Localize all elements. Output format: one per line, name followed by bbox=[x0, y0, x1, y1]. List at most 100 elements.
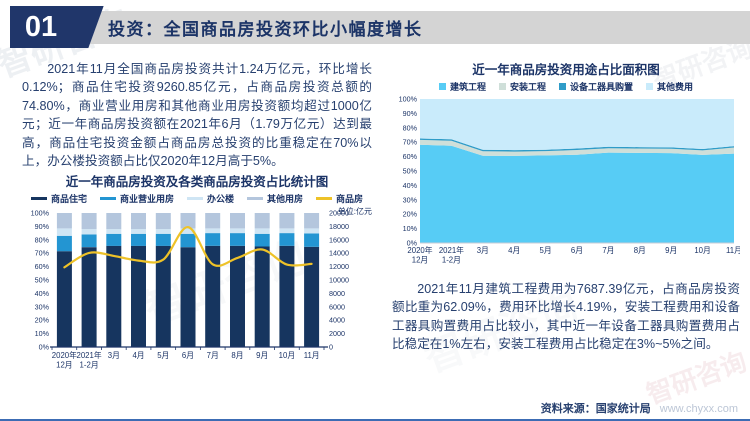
area-band bbox=[420, 138, 734, 152]
svg-text:2000: 2000 bbox=[329, 329, 345, 338]
bar-segment bbox=[230, 213, 245, 229]
svg-text:80%: 80% bbox=[35, 236, 50, 245]
legend-label: 其他用房 bbox=[267, 194, 304, 205]
section-number: 01 bbox=[10, 6, 72, 48]
bar-segment bbox=[56, 251, 72, 348]
legend-swatch bbox=[30, 197, 47, 201]
bar-chart-title: 近一年商品房投资及各类商品房投资占比统计图 bbox=[65, 175, 329, 190]
right-column: 近一年商品房投资用途占比面积图 建筑工程 安装工程 设备工器具购置 其他费用 0% 10… bbox=[392, 62, 740, 354]
svg-text:18000: 18000 bbox=[329, 222, 349, 231]
legend-item-3: 其他用房 bbox=[247, 192, 303, 205]
svg-text:70%: 70% bbox=[35, 249, 50, 258]
svg-text:14000: 14000 bbox=[329, 249, 349, 258]
svg-text:12000: 12000 bbox=[329, 262, 349, 271]
legend-label: 建筑工程 bbox=[449, 82, 486, 92]
area-band bbox=[420, 99, 734, 151]
bar-segment bbox=[81, 247, 97, 348]
bar-chart-canvas: 0% 10% 20% 30% 40% 50% 60% 70% 80% 90% 100% 0 2000 40… bbox=[31, 209, 349, 370]
legend-label: 商品房 bbox=[336, 194, 364, 205]
source-label: 资料来源：国家统计局 bbox=[540, 403, 651, 415]
bar-segment bbox=[279, 233, 295, 247]
commodity-housing-line bbox=[63, 226, 313, 269]
bar-segment bbox=[304, 228, 320, 234]
bar-segment bbox=[56, 228, 72, 237]
section-number-text: 01 bbox=[24, 10, 58, 43]
svg-text:6月: 6月 bbox=[571, 246, 583, 255]
svg-text:9月: 9月 bbox=[665, 246, 677, 255]
legend-item-4: 商品房 bbox=[316, 192, 363, 205]
bar-segment bbox=[56, 236, 72, 252]
svg-text:2020年: 2020年 bbox=[407, 245, 432, 255]
svg-text:16000: 16000 bbox=[329, 236, 349, 245]
svg-text:30%: 30% bbox=[35, 303, 50, 312]
bars-group bbox=[56, 213, 320, 348]
bar-segment bbox=[106, 246, 122, 348]
svg-text:40%: 40% bbox=[403, 181, 418, 190]
bar-segment bbox=[254, 213, 270, 229]
bar-segment bbox=[180, 228, 196, 235]
legend-item-0: 建筑工程 bbox=[438, 80, 486, 93]
svg-text:12月: 12月 bbox=[412, 256, 428, 265]
svg-text:100%: 100% bbox=[399, 95, 418, 104]
legend-swatch bbox=[559, 83, 566, 90]
svg-text:60%: 60% bbox=[35, 262, 50, 271]
legend-label: 其他费用 bbox=[657, 82, 694, 92]
housing-investment-bar-chart: 近一年商品房投资及各类商品房投资占比统计图 商品住宅 商业营业用房 办公楼 其他用房 商… bbox=[22, 174, 372, 381]
legend-item-0: 商品住宅 bbox=[30, 192, 87, 205]
bar-segment bbox=[56, 213, 72, 229]
svg-text:3月: 3月 bbox=[108, 351, 120, 360]
svg-text:2020年: 2020年 bbox=[52, 350, 77, 360]
bar-segment bbox=[131, 246, 146, 348]
svg-text:0: 0 bbox=[329, 343, 333, 352]
source-url-link[interactable]: www.chyxx.com bbox=[659, 403, 738, 415]
bar-segment bbox=[131, 229, 146, 235]
svg-text:8月: 8月 bbox=[634, 246, 646, 255]
svg-text:2021年: 2021年 bbox=[439, 245, 464, 255]
bar-segment bbox=[180, 213, 196, 229]
bottom-accent-line bbox=[0, 419, 750, 421]
investment-summary-paragraph: 2021年11月全国商品房投资共计1.24万亿元，环比增长0.12%；商品住宅投… bbox=[22, 62, 372, 168]
svg-text:90%: 90% bbox=[35, 222, 50, 231]
header-banner: 投资：全国商品房投资环比小幅度增长 bbox=[78, 11, 750, 44]
svg-text:20%: 20% bbox=[35, 316, 50, 325]
bar-segment bbox=[230, 228, 245, 234]
bar-segment bbox=[180, 247, 196, 348]
svg-text:7月: 7月 bbox=[207, 351, 219, 360]
svg-text:10%: 10% bbox=[35, 329, 50, 338]
svg-text:0%: 0% bbox=[407, 239, 418, 248]
bar-segment bbox=[205, 233, 221, 247]
legend-swatch bbox=[646, 83, 654, 90]
legend-label: 商业营业用房 bbox=[119, 194, 174, 205]
data-source: 资料来源：国家统计局 www.chyxx.com bbox=[541, 400, 738, 416]
svg-text:7月: 7月 bbox=[602, 246, 614, 255]
investment-use-area-chart: 近一年商品房投资用途占比面积图 建筑工程 安装工程 设备工器具购置 其他费用 0% 10… bbox=[392, 62, 740, 271]
legend-swatch bbox=[186, 197, 203, 201]
area-chart-title: 近一年商品房投资用途占比面积图 bbox=[472, 63, 660, 77]
svg-text:4月: 4月 bbox=[132, 351, 144, 360]
svg-text:10月: 10月 bbox=[694, 246, 710, 255]
bar-segment bbox=[205, 246, 221, 348]
svg-text:40%: 40% bbox=[35, 289, 50, 298]
svg-text:11月: 11月 bbox=[726, 246, 740, 255]
svg-text:3月: 3月 bbox=[477, 246, 489, 255]
svg-text:11月: 11月 bbox=[304, 351, 320, 360]
bar-segment bbox=[81, 229, 97, 235]
svg-text:9月: 9月 bbox=[256, 351, 268, 360]
legend-swatch bbox=[498, 83, 506, 90]
legend-label: 办公楼 bbox=[206, 194, 234, 205]
svg-text:20000: 20000 bbox=[329, 209, 349, 218]
bar-segment bbox=[106, 213, 122, 230]
svg-text:10000: 10000 bbox=[329, 276, 349, 285]
bar-segment bbox=[254, 234, 270, 247]
svg-text:6000: 6000 bbox=[329, 303, 345, 312]
bar-segment bbox=[155, 234, 171, 247]
svg-text:60%: 60% bbox=[403, 152, 418, 161]
legend-item-3: 其他费用 bbox=[646, 80, 693, 93]
bar-segment bbox=[205, 228, 221, 234]
bar-segment bbox=[304, 247, 320, 348]
bar-segment bbox=[155, 213, 171, 230]
svg-text:4000: 4000 bbox=[329, 316, 345, 325]
svg-text:6月: 6月 bbox=[182, 351, 194, 360]
svg-text:100%: 100% bbox=[31, 209, 50, 218]
